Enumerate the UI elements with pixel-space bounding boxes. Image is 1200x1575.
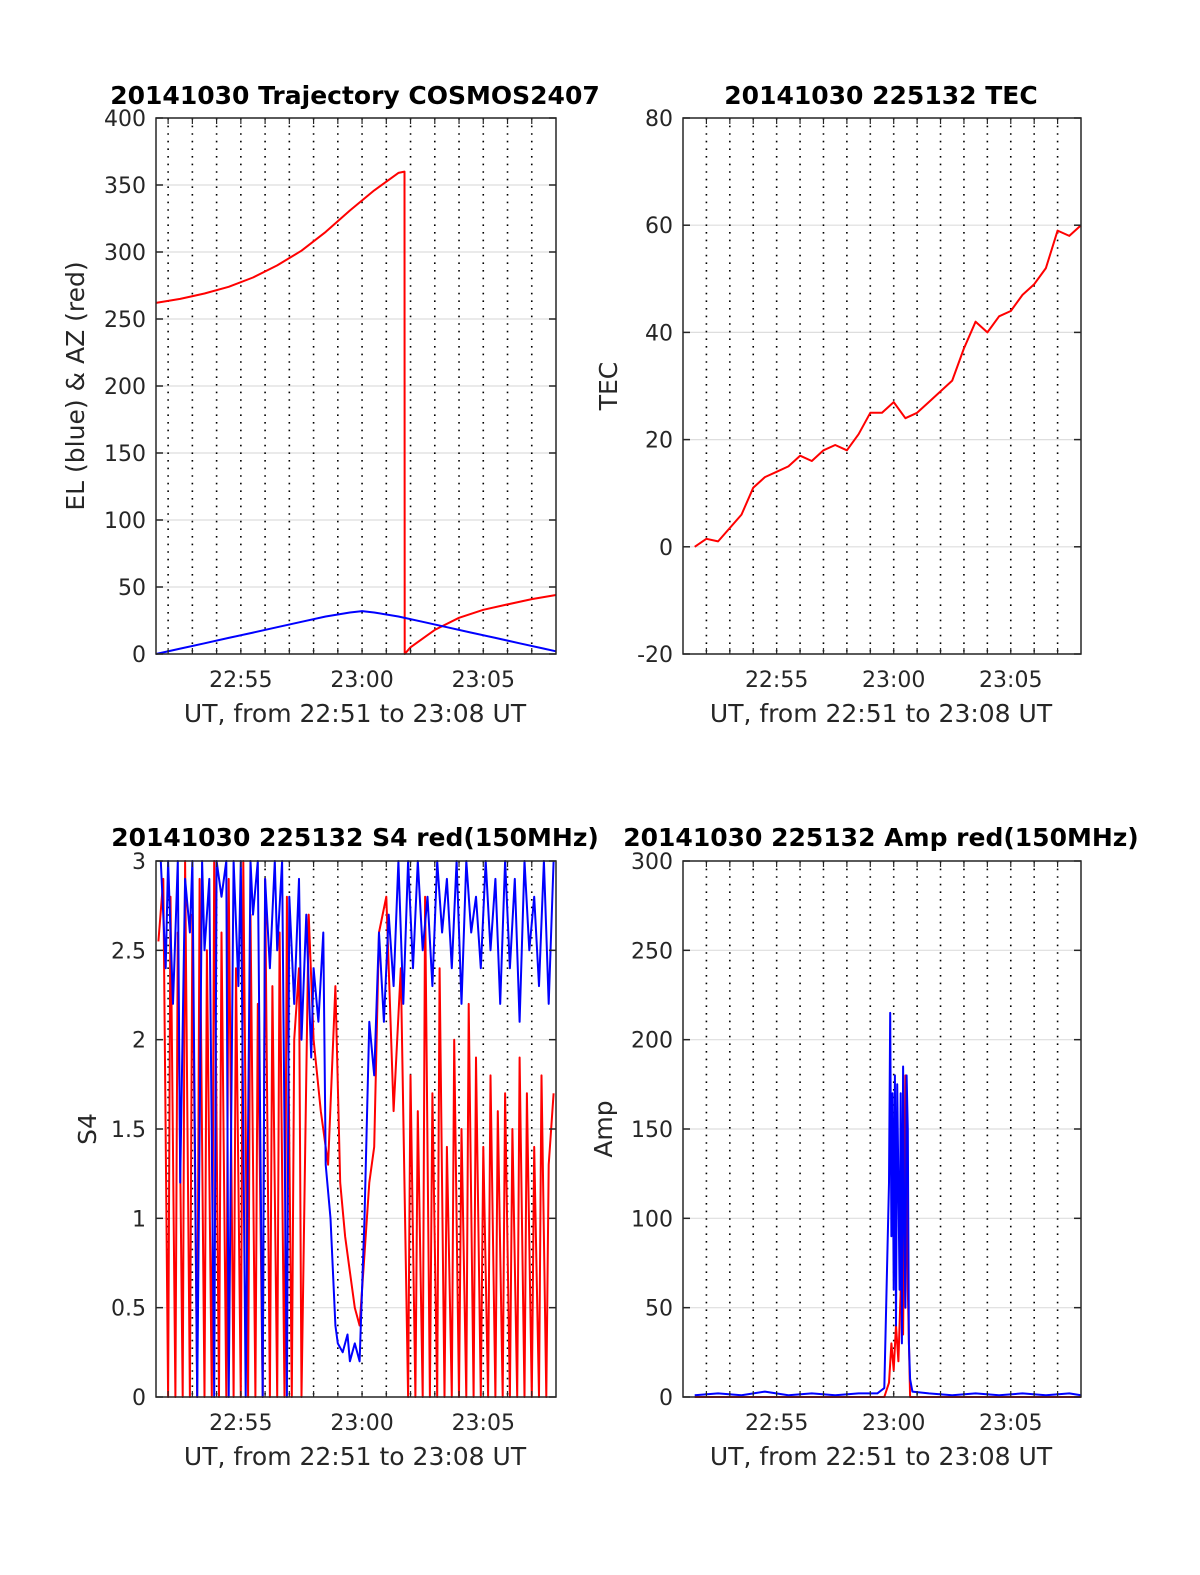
x-axis-label: UT, from 22:51 to 23:08 UT [710,699,1053,728]
plot-frame [682,117,1082,655]
x-tick-label: 22:55 [209,668,272,693]
y-tick-label: 50 [645,1297,673,1322]
y-tick-label: -20 [637,643,673,668]
x-tick-label: 22:55 [745,1411,808,1436]
x-tick-label: 22:55 [745,668,808,693]
y-tick-label: 100 [104,509,146,534]
y-tick-label: 150 [104,442,146,467]
y-axis-label: S4 [73,1113,102,1145]
x-tick-label: 23:05 [979,1411,1042,1436]
y-tick-label: 60 [645,214,673,239]
plot-area [683,118,1081,654]
y-tick-label: 350 [104,174,146,199]
x-tick-label: 23:05 [452,1411,515,1436]
y-tick-label: 1 [132,1207,146,1232]
series-line-1 [694,224,1082,548]
series-line-2 [155,610,557,655]
y-tick-label: 2 [132,1029,146,1054]
chart-title: 20141030 225132 S4 red(150MHz) [111,823,599,852]
chart-title: 20141030 Trajectory COSMOS2407 [110,81,600,110]
y-tick-label: 400 [104,107,146,132]
series-line-2 [694,1011,1082,1397]
x-axis-label: UT, from 22:51 to 23:08 UT [710,1442,1053,1471]
x-tick-label: 23:00 [330,1411,393,1436]
y-axis-label: Amp [589,1100,618,1157]
y-tick-label: 300 [631,850,673,875]
y-axis-label: TEC [594,362,623,412]
series-line-2 [159,860,555,1398]
x-tick-label: 22:55 [209,1411,272,1436]
chart-panel-tec: 20141030 225132 TEC -20 0 20 40 60 80 22:55 23:… [594,81,1082,728]
x-tick-label: 23:05 [979,668,1042,693]
series-line-1 [157,860,555,1398]
y-tick-label: 50 [118,576,146,601]
x-tick-label: 23:00 [862,1411,925,1436]
chart-panel-amp: 20141030 225132 Amp red(150MHz) 0 50 100 15… [589,823,1139,1471]
x-tick-label: 23:05 [452,668,515,693]
y-tick-label: 0 [132,643,146,668]
y-tick-label: 1.5 [111,1118,146,1143]
y-tick-label: 40 [645,321,673,346]
chart-title: 20141030 225132 Amp red(150MHz) [623,823,1139,852]
y-tick-label: 2.5 [111,939,146,964]
y-tick-label: 250 [631,939,673,964]
y-tick-label: 250 [104,308,146,333]
y-tick-label: 80 [645,107,673,132]
y-tick-label: 0 [659,536,673,561]
y-tick-label: 20 [645,429,673,454]
y-tick-label: 0.5 [111,1297,146,1322]
series-line-1 [155,170,557,655]
y-tick-label: 200 [631,1029,673,1054]
y-tick-label: 100 [631,1207,673,1232]
y-tick-label: 3 [132,850,146,875]
y-tick-label: 300 [104,241,146,266]
chart-title: 20141030 225132 TEC [724,81,1037,110]
x-axis-label: UT, from 22:51 to 23:08 UT [184,699,527,728]
y-tick-label: 0 [132,1386,146,1411]
x-tick-label: 23:00 [862,668,925,693]
y-tick-label: 200 [104,375,146,400]
chart-panel-trajectory: 20141030 Trajectory COSMOS2407 0 50 100 150… [61,81,600,728]
x-axis-label: UT, from 22:51 to 23:08 UT [184,1442,527,1471]
y-axis-label: EL (blue) & AZ (red) [61,261,90,510]
y-tick-label: 0 [659,1386,673,1411]
y-tick-label: 150 [631,1118,673,1143]
x-tick-label: 23:00 [330,668,393,693]
chart-panel-s4: 20141030 225132 S4 red(150MHz) 0 0.5 1 1.5 2… [73,823,599,1471]
